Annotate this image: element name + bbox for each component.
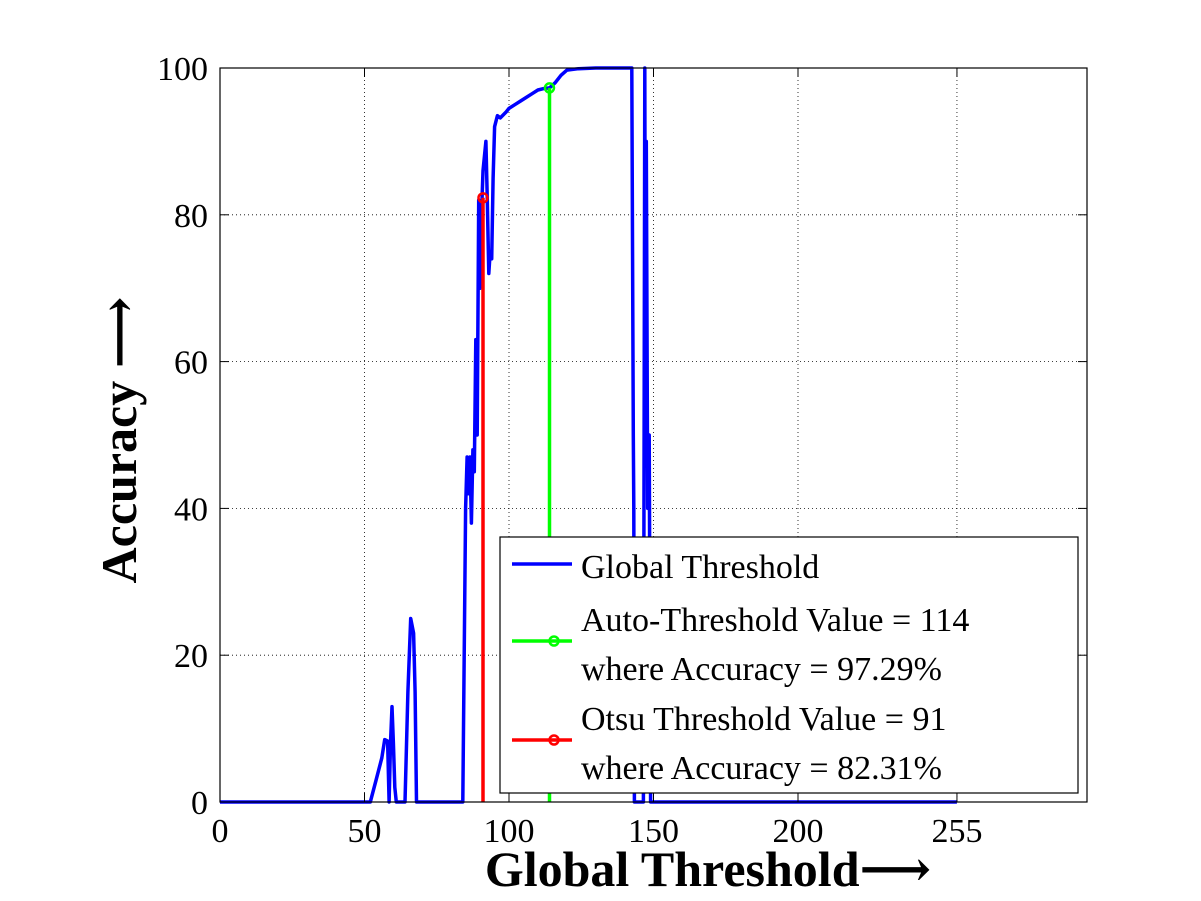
x-tick-label: 200 <box>773 813 824 850</box>
series-marker-2 <box>477 192 489 204</box>
y-tick-label: 20 <box>174 638 208 675</box>
legend-label-2: Otsu Threshold Value = 91 <box>581 701 946 738</box>
x-tick-label: 50 <box>348 813 382 850</box>
legend-label-1: where Accuracy = 97.29% <box>581 651 942 688</box>
y-axis-title: Accuracy ⟶ <box>91 297 147 584</box>
x-tick-label: 255 <box>931 813 982 850</box>
x-tick-label: 150 <box>628 813 679 850</box>
legend-marker-2 <box>548 734 560 746</box>
y-tick-label: 40 <box>174 491 208 528</box>
y-tick-label: 0 <box>191 785 208 822</box>
x-axis-title: Global Threshold⟶ <box>485 841 931 897</box>
legend-label-1: Auto-Threshold Value = 114 <box>581 602 969 639</box>
legend: Global Threshold Auto-Threshold Value = 1… <box>499 536 1079 794</box>
legend-label-0: Global Threshold <box>581 549 819 586</box>
legend-marker-1 <box>548 635 560 647</box>
grid <box>220 68 1087 802</box>
legend-label-2: where Accuracy = 82.31% <box>581 750 942 787</box>
x-tick-label: 100 <box>484 813 535 850</box>
x-tick-label: 0 <box>212 813 229 850</box>
y-tick-label: 100 <box>157 51 208 88</box>
legend-box <box>499 536 1079 794</box>
y-tick-label: 80 <box>174 198 208 235</box>
y-tick-label: 60 <box>174 345 208 382</box>
axis-ticks: 0 50 100 150 200 255 0 20 40 60 80 100 <box>157 51 1087 850</box>
series-marker-1 <box>543 82 556 94</box>
